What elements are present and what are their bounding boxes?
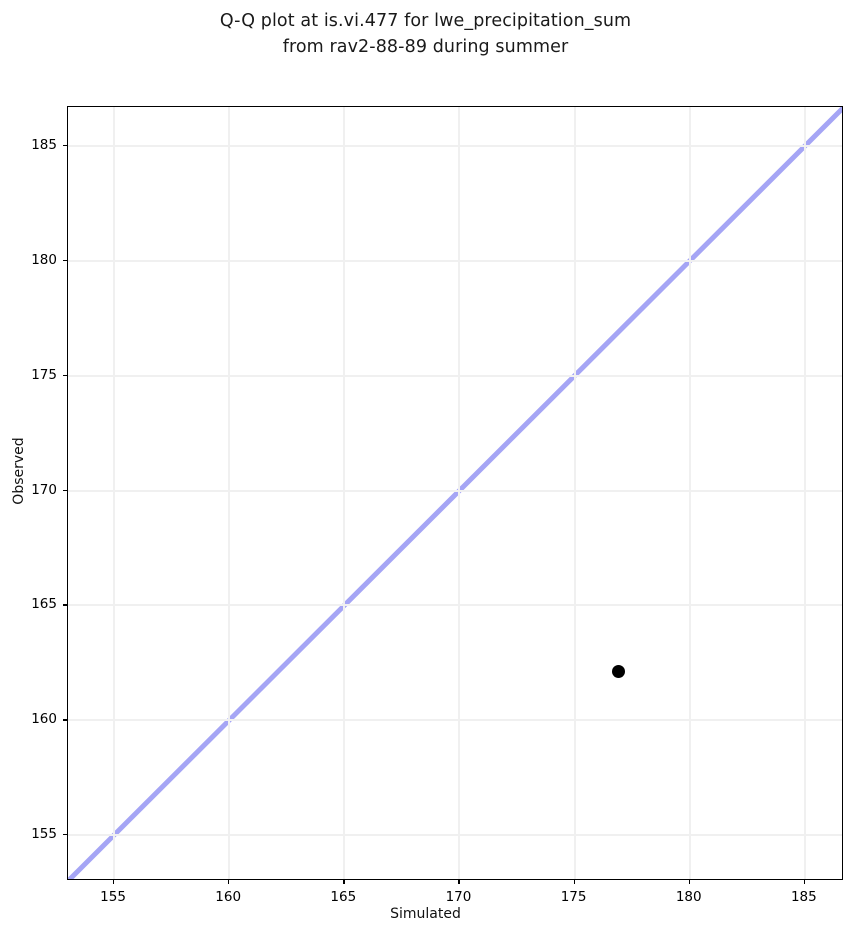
x-axis-tick bbox=[113, 880, 115, 884]
gridline-horizontal bbox=[68, 604, 842, 607]
y-axis-tick-label: 185 bbox=[31, 137, 57, 154]
x-axis-tick bbox=[458, 880, 460, 884]
y-axis-tick-label: 175 bbox=[31, 366, 57, 383]
x-axis-label: Simulated bbox=[390, 906, 461, 922]
y-axis-tick bbox=[63, 489, 67, 491]
x-axis-tick-label: 170 bbox=[445, 889, 472, 905]
x-axis-tick bbox=[228, 880, 230, 884]
x-axis-tick-label: 155 bbox=[100, 889, 126, 905]
gridline-vertical bbox=[228, 107, 231, 879]
page-title: Q-Q plot at is.vi.477 for lwe_precipitat… bbox=[219, 11, 632, 57]
y-axis-tick bbox=[63, 374, 67, 376]
y-axis-tick bbox=[63, 719, 67, 721]
x-axis-tick bbox=[573, 880, 575, 884]
x-axis-tick-label: 165 bbox=[330, 889, 357, 905]
x-axis-tick-label: 185 bbox=[790, 889, 817, 905]
gridline-horizontal bbox=[68, 259, 842, 262]
y-axis-tick-label: 165 bbox=[31, 596, 57, 613]
gridline-horizontal bbox=[68, 145, 842, 148]
y-axis-tick-label: 170 bbox=[31, 481, 57, 498]
x-axis-tick bbox=[803, 880, 806, 884]
gridline-vertical bbox=[803, 107, 806, 879]
plot-area bbox=[67, 106, 843, 880]
x-axis-tick-label: 180 bbox=[675, 889, 702, 905]
x-axis-tick-label: 160 bbox=[215, 889, 242, 905]
gridline-vertical bbox=[458, 107, 461, 879]
identity-line bbox=[68, 107, 842, 879]
gridline-vertical bbox=[343, 107, 346, 879]
x-axis-tick-label: 175 bbox=[560, 889, 587, 905]
gridline-vertical bbox=[688, 107, 691, 879]
gridline-horizontal bbox=[68, 374, 842, 377]
gridline-vertical bbox=[113, 107, 116, 879]
gridline-horizontal bbox=[68, 489, 842, 492]
y-axis-tick bbox=[63, 604, 67, 606]
y-axis-tick bbox=[63, 259, 67, 262]
y-axis-tick-label: 160 bbox=[31, 711, 57, 728]
x-axis-tick bbox=[343, 880, 345, 884]
data-point bbox=[611, 665, 625, 679]
gridline-horizontal bbox=[68, 719, 842, 722]
y-axis-tick bbox=[63, 145, 67, 147]
x-axis-tick bbox=[688, 880, 691, 884]
gridline-vertical bbox=[573, 107, 576, 879]
y-axis-label: Observed bbox=[11, 437, 27, 505]
y-axis-tick-label: 155 bbox=[31, 826, 57, 843]
gridline-horizontal bbox=[68, 834, 842, 837]
y-axis-tick-label: 180 bbox=[31, 251, 57, 268]
y-axis-tick bbox=[63, 834, 67, 836]
